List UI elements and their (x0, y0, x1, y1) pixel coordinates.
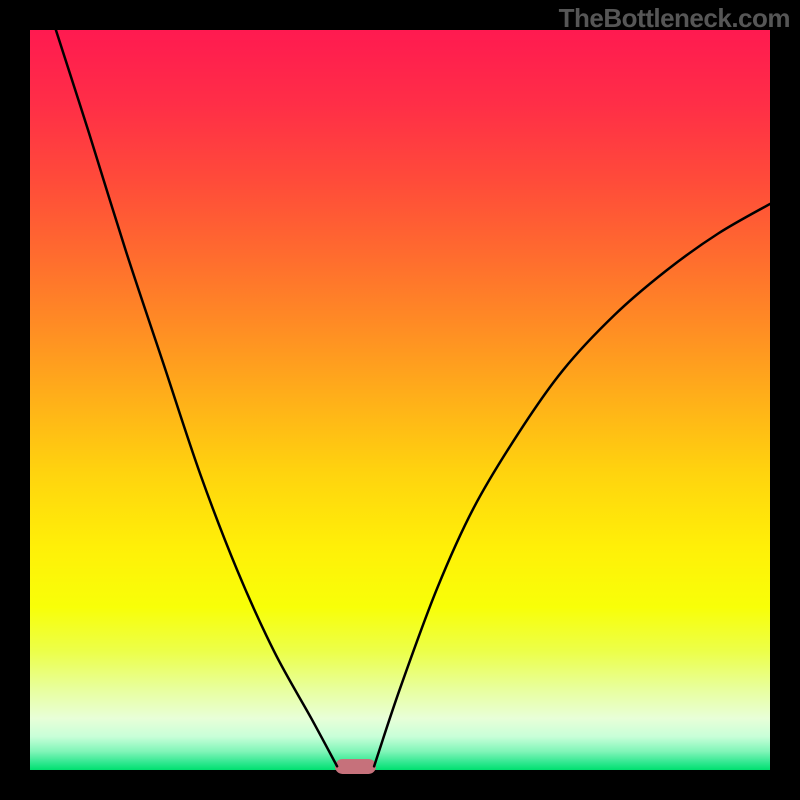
watermark-text: TheBottleneck.com (559, 3, 790, 34)
chart-container: TheBottleneck.com (0, 0, 800, 800)
plot-area (30, 30, 770, 770)
bottleneck-marker (335, 759, 376, 774)
